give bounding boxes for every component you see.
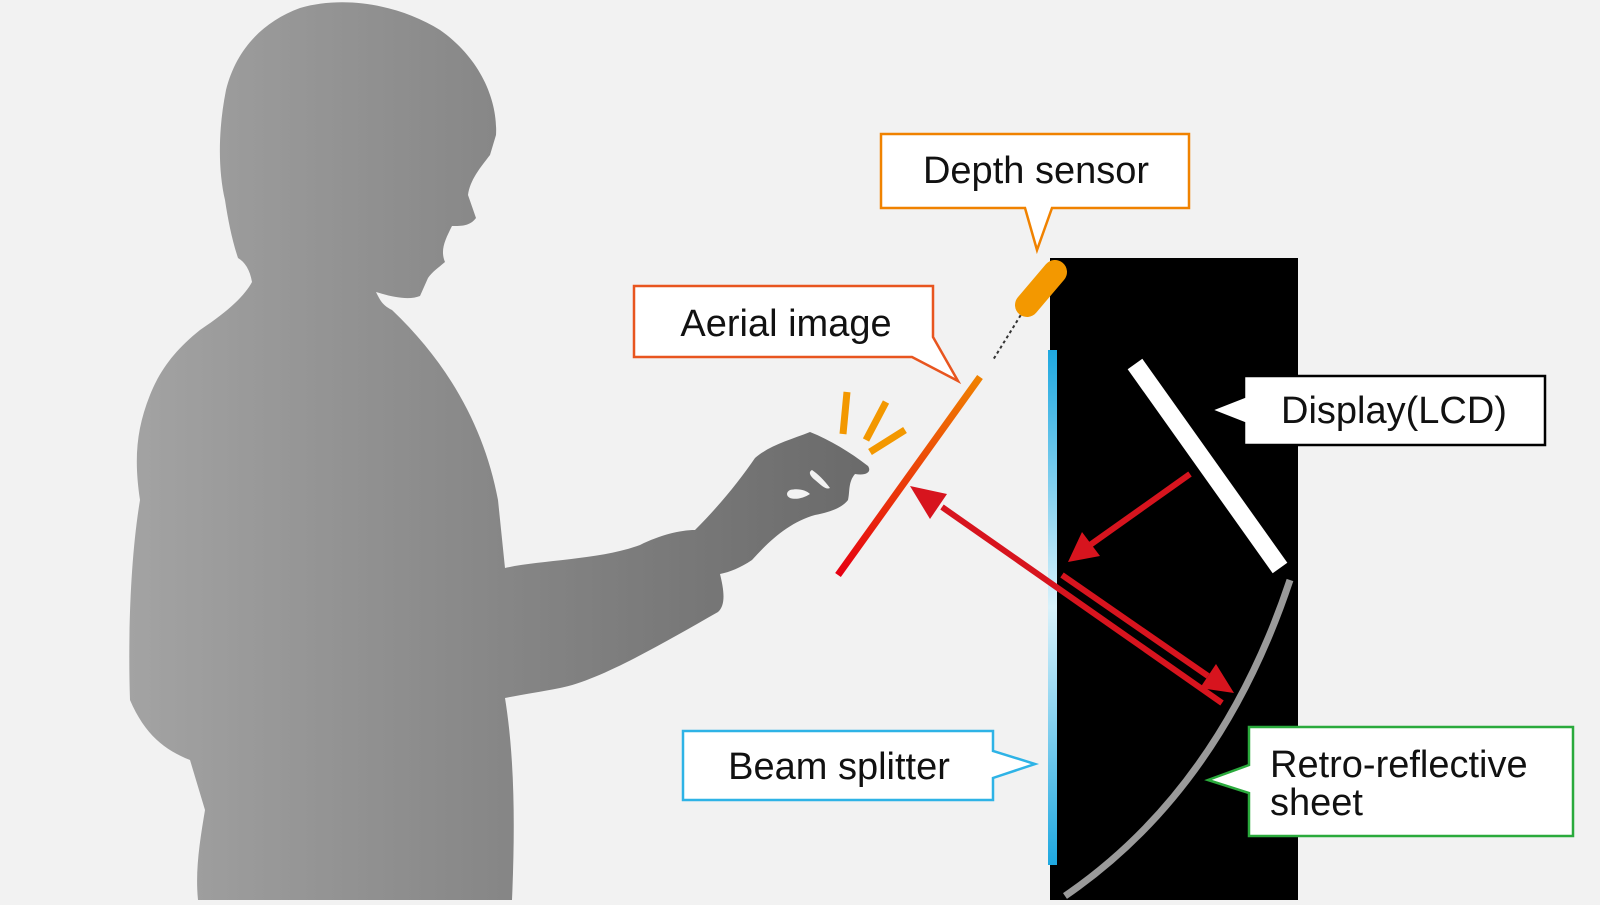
retro-reflective-sheet: [1063, 578, 1294, 899]
callout-retro-reflective: Retro-reflective sheet: [1204, 725, 1575, 838]
callout-aerial-image: Aerial image: [632, 284, 962, 385]
person-silhouette: [129, 2, 870, 901]
depth-sensor-label: Depth sensor: [923, 150, 1149, 192]
retro-label-line1: Retro-reflective: [1270, 744, 1528, 786]
aerial-image-label: Aerial image: [680, 303, 891, 345]
depth-sensor-device: [1015, 260, 1067, 317]
lcd-panel: [1127, 358, 1288, 574]
arrowhead-icon: [1068, 532, 1100, 562]
touch-sparks-icon: [839, 391, 907, 455]
sensor-beam: [992, 304, 1028, 361]
beam-splitter: [1048, 350, 1057, 865]
callout-depth-sensor: Depth sensor: [879, 132, 1191, 255]
callout-display: Display(LCD): [1207, 374, 1547, 447]
aerial-image-plane: [835, 374, 983, 578]
beam-splitter-label: Beam splitter: [728, 746, 950, 788]
arrowhead-icon: [910, 486, 947, 519]
display-label: Display(LCD): [1281, 390, 1507, 432]
retro-label-line2: sheet: [1270, 782, 1363, 824]
callout-beam-splitter: Beam splitter: [681, 729, 1040, 802]
light-path-arrows: [910, 471, 1234, 706]
arrowhead-icon: [1200, 664, 1234, 693]
